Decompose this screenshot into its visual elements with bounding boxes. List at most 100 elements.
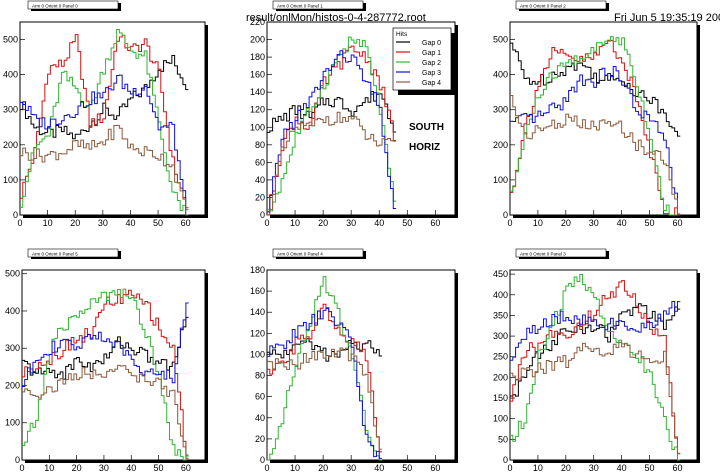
x-tick-label: 30 — [589, 463, 599, 473]
x-tick-label: 0 — [19, 463, 24, 473]
frame-shadow — [697, 25, 700, 218]
x-tick-label: 50 — [402, 218, 412, 228]
panel-title-text: Arm 0 Orient 0 Panel 0 — [32, 4, 78, 9]
y-tick-label: 0 — [15, 455, 20, 465]
y-tick-label: 40 — [255, 175, 265, 185]
y-tick-label: 100 — [5, 418, 20, 428]
y-tick-label: 150 — [493, 393, 508, 403]
y-tick-label: 80 — [255, 140, 265, 150]
series-gap-1 — [510, 39, 681, 216]
title-box — [27, 248, 119, 258]
y-tick-label: 20 — [255, 192, 265, 202]
y-tick-label: 200 — [5, 380, 20, 390]
series-gap-1 — [267, 303, 383, 453]
legend-box — [392, 27, 452, 91]
frame-shadow — [455, 273, 458, 463]
series-gap-0 — [267, 91, 397, 133]
y-tick-label: 120 — [250, 105, 265, 115]
y-tick-label: 100 — [493, 175, 508, 185]
y-tick-label: 180 — [250, 265, 265, 275]
frame-shadow — [205, 273, 208, 463]
series-gap-1 — [22, 289, 189, 459]
y-tick-label: 160 — [250, 70, 265, 80]
series-gap-3 — [22, 302, 189, 388]
y-tick-label: 140 — [250, 307, 265, 317]
x-tick-label: 20 — [561, 463, 571, 473]
series-gap-4 — [510, 341, 681, 455]
x-tick-label: 50 — [402, 463, 412, 473]
panel-title-text: Arm 0 Orient 0 Panel 4 — [277, 252, 323, 257]
y-tick-label: 300 — [5, 343, 20, 353]
x-tick-label: 50 — [645, 218, 655, 228]
y-tick-label: 100 — [3, 175, 18, 185]
frame-shadow — [513, 215, 700, 218]
y-tick-label: 350 — [493, 310, 508, 320]
y-tick-label: 200 — [250, 35, 265, 45]
y-tick-label: 250 — [493, 352, 508, 362]
x-tick-label: 50 — [645, 463, 655, 473]
panel-2: Arm 0 Orient 0 Panel 2 0 10 20 30 40 50 60 0 100 2… — [493, 0, 700, 228]
y-tick-label: 200 — [493, 372, 508, 382]
y-tick-label: 300 — [493, 105, 508, 115]
series-gap-2 — [510, 36, 681, 216]
y-tick-label: 200 — [493, 140, 508, 150]
x-tick-label: 20 — [561, 218, 571, 228]
y-tick-label: 0 — [260, 210, 265, 220]
series-gap-2 — [20, 28, 189, 212]
panel-0: Arm 0 Orient 0 Panel 0 0 10 20 30 40 50 60 0 100 2… — [3, 0, 208, 228]
x-tick-label: 20 — [72, 463, 82, 473]
x-tick-label: 30 — [99, 463, 109, 473]
y-tick-label: 20 — [255, 434, 265, 444]
y-tick-label: 400 — [5, 306, 20, 316]
x-tick-label: 60 — [181, 218, 191, 228]
series-gap-3 — [20, 74, 189, 216]
x-tick-label: 60 — [672, 218, 682, 228]
series-gap-4 — [510, 94, 681, 216]
frame-shadow — [455, 25, 458, 218]
x-tick-label: 60 — [430, 463, 440, 473]
x-tick-label: 40 — [617, 218, 627, 228]
x-tick-label: 10 — [533, 463, 543, 473]
x-tick-label: 10 — [290, 218, 300, 228]
frame-shadow — [697, 273, 700, 463]
y-tick-label: 0 — [503, 210, 508, 220]
frame-shadow — [270, 460, 458, 463]
series-gap-4 — [20, 124, 189, 216]
panel-title-text: Arm 0 Orient 0 Panel 1 — [277, 4, 323, 9]
series-gap-2 — [510, 274, 681, 461]
legend-entry: Gap 3 — [422, 70, 441, 77]
y-tick-label: 400 — [3, 70, 18, 80]
x-tick-label: 30 — [346, 463, 356, 473]
legend-entry: Gap 2 — [422, 60, 441, 67]
panel-title-text: Arm 0 Orient 0 Panel 5 — [32, 252, 78, 257]
series-gap-3 — [267, 307, 383, 459]
panel-title-text: Arm 0 Orient 0 Panel 2 — [520, 4, 566, 9]
y-tick-label: 120 — [250, 328, 265, 338]
y-tick-label: 40 — [255, 413, 265, 423]
series-gap-4 — [267, 347, 383, 450]
y-tick-label: 160 — [250, 286, 265, 296]
y-tick-label: 60 — [255, 157, 265, 167]
y-tick-label: 100 — [250, 349, 265, 359]
panel-3: Arm 0 Orient 0 Panel 5 0 10 20 30 40 50 60 0 100 2… — [5, 248, 208, 473]
legend-entry: Gap 1 — [422, 50, 441, 57]
x-tick-label: 10 — [290, 463, 300, 473]
x-tick-label: 0 — [507, 463, 512, 473]
x-tick-label: 0 — [264, 463, 269, 473]
legend-entry: Gap 0 — [422, 40, 441, 47]
panel-title: Arm 0 Orient 0 Panel 1 — [272, 0, 366, 11]
panel-title: Arm 0 Orient 0 Panel 3 — [515, 248, 609, 259]
series-gap-3 — [510, 66, 681, 216]
x-tick-label: 30 — [98, 218, 108, 228]
x-tick-label: 0 — [264, 218, 269, 228]
x-tick-label: 40 — [126, 463, 136, 473]
series-gap-0 — [510, 42, 681, 137]
y-tick-label: 500 — [5, 269, 20, 279]
timestamp-header: Fri Jun 5 19:35:19 2009 — [614, 12, 720, 24]
y-tick-label: 300 — [3, 105, 18, 115]
x-tick-label: 40 — [617, 463, 627, 473]
annotation-horiz: HORIZ — [409, 142, 441, 153]
panel-title: Arm 0 Orient 0 Panel 0 — [27, 0, 121, 11]
x-tick-label: 10 — [533, 218, 543, 228]
y-tick-label: 400 — [493, 70, 508, 80]
